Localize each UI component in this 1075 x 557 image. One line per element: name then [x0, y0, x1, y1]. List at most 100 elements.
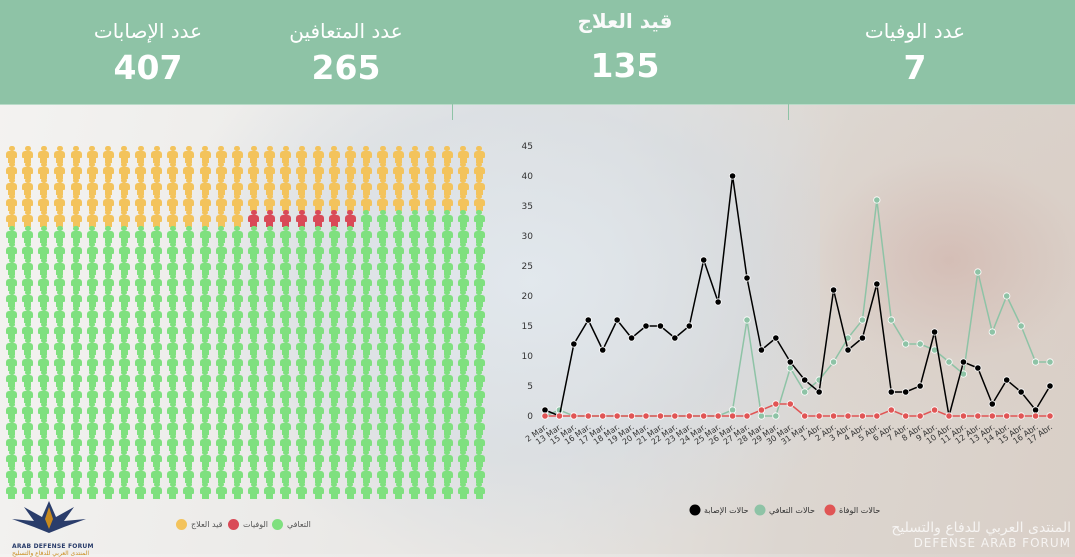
person-icon-deaths: [312, 210, 325, 227]
person-icon-recovered: [328, 370, 341, 387]
person-icon-recovered: [263, 322, 276, 339]
person-icon-recovered: [408, 306, 421, 323]
person-icon-recovered: [182, 322, 195, 339]
person-icon-recovered: [231, 402, 244, 419]
person-icon-recovered: [312, 226, 325, 243]
person-icon-recovered: [199, 434, 212, 451]
person-icon-recovered: [473, 226, 486, 243]
person-icon-under_treatment: [215, 178, 228, 195]
person-icon-recovered: [376, 482, 389, 499]
data-point-s0: [757, 346, 766, 354]
person-icon-recovered: [70, 434, 83, 451]
person-icon-recovered: [279, 466, 292, 483]
person-icon-recovered: [215, 386, 228, 403]
person-icon-recovered: [279, 226, 292, 243]
legend-label: قيد العلاج: [191, 520, 223, 529]
person-icon-recovered: [441, 210, 454, 227]
person-icon-recovered: [344, 322, 357, 339]
data-point-s0: [728, 172, 737, 180]
person-icon-recovered: [150, 370, 163, 387]
person-icon-recovered: [182, 386, 195, 403]
person-icon-recovered: [408, 354, 421, 371]
person-icon-under_treatment: [182, 210, 195, 227]
person-icon-recovered: [328, 242, 341, 259]
legend-dot-1: [754, 504, 766, 516]
person-icon-recovered: [457, 370, 470, 387]
person-icon-recovered: [21, 482, 34, 499]
person-icon-recovered: [312, 338, 325, 355]
stat-treatment-label: قيد العلاج: [577, 9, 673, 33]
person-icon-under_treatment: [118, 210, 131, 227]
person-icon-under_treatment: [279, 194, 292, 211]
person-icon-under_treatment: [134, 210, 147, 227]
person-icon-recovered: [457, 338, 470, 355]
person-icon-recovered: [441, 306, 454, 323]
person-icon-recovered: [247, 338, 260, 355]
person-icon-recovered: [5, 274, 18, 291]
person-icon-recovered: [86, 450, 99, 467]
person-icon-recovered: [86, 482, 99, 499]
person-icon-recovered: [360, 274, 373, 291]
person-icon-recovered: [441, 370, 454, 387]
person-icon-recovered: [344, 370, 357, 387]
person-icon-recovered: [21, 258, 34, 275]
person-icon-under_treatment: [166, 178, 179, 195]
person-icon-recovered: [231, 242, 244, 259]
person-icon-recovered: [473, 338, 486, 355]
person-icon-under_treatment: [150, 146, 163, 163]
person-icon-recovered: [166, 418, 179, 435]
person-icon-under_treatment: [102, 210, 115, 227]
person-icon-recovered: [37, 226, 50, 243]
person-icon-under_treatment: [392, 178, 405, 195]
person-icon-recovered: [102, 322, 115, 339]
person-icon-recovered: [473, 242, 486, 259]
person-icon-recovered: [166, 386, 179, 403]
stat-treatment-value: 135: [590, 46, 660, 85]
person-icon-recovered: [199, 466, 212, 483]
person-icon-recovered: [215, 466, 228, 483]
person-icon-recovered: [424, 274, 437, 291]
person-icon-recovered: [70, 274, 83, 291]
person-icon-recovered: [247, 482, 260, 499]
person-icon-recovered: [21, 322, 34, 339]
data-point-s1: [772, 412, 780, 420]
person-icon-recovered: [473, 354, 486, 371]
person-icon-recovered: [457, 418, 470, 435]
legend-dot: [176, 519, 187, 530]
person-icon-under_treatment: [360, 178, 373, 195]
person-icon-recovered: [182, 402, 195, 419]
person-icon-recovered: [231, 466, 244, 483]
person-icon-recovered: [408, 450, 421, 467]
legend-item-deaths: الوفيات: [228, 519, 268, 530]
data-point-s0: [1046, 382, 1054, 390]
person-icon-recovered: [295, 466, 308, 483]
person-icon-recovered: [150, 242, 163, 259]
person-icon-recovered: [215, 322, 228, 339]
person-icon-recovered: [215, 370, 228, 387]
person-icon-recovered: [312, 386, 325, 403]
person-icon-recovered: [166, 466, 179, 483]
person-icon-under_treatment: [279, 162, 292, 179]
person-icon-recovered: [360, 226, 373, 243]
person-icon-recovered: [70, 322, 83, 339]
data-point-s0: [786, 358, 794, 366]
person-icon-recovered: [70, 370, 83, 387]
person-icon-recovered: [182, 482, 195, 499]
person-icon-under_treatment: [328, 194, 341, 211]
person-icon-recovered: [37, 434, 50, 451]
person-icon-recovered: [37, 306, 50, 323]
person-icon-recovered: [102, 338, 115, 355]
person-icon-recovered: [53, 418, 66, 435]
person-icon-recovered: [86, 290, 99, 307]
person-icon-recovered: [344, 242, 357, 259]
person-icon-recovered: [392, 322, 405, 339]
person-icon-recovered: [424, 402, 437, 419]
data-point-s2: [714, 412, 722, 420]
person-icon-under_treatment: [86, 146, 99, 163]
person-icon-recovered: [263, 338, 276, 355]
person-icon-under_treatment: [408, 146, 421, 163]
person-icon-recovered: [150, 338, 163, 355]
person-icon-recovered: [312, 290, 325, 307]
legend-label: التعافي: [287, 520, 311, 529]
person-icon-recovered: [53, 306, 66, 323]
